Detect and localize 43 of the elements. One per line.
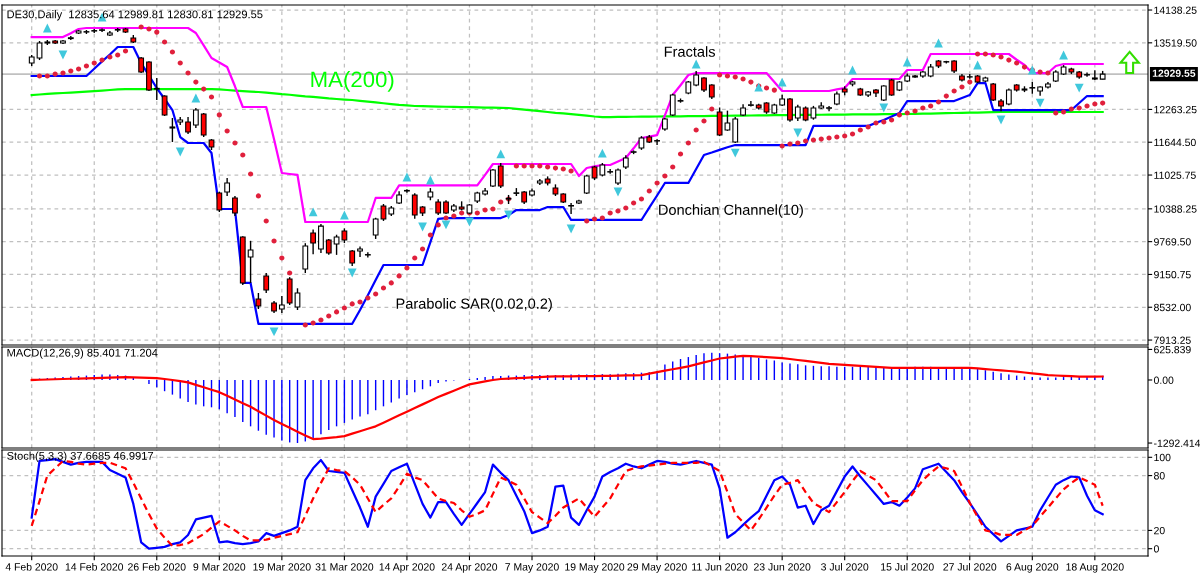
- y-tick-label: 11025.75: [1154, 171, 1196, 179]
- x-tick-label: 31 Mar 2020: [315, 563, 374, 571]
- y-tick-label: 14138.25: [1154, 6, 1197, 14]
- x-tick-label: 14 Feb 2020: [65, 562, 124, 571]
- x-tick-label: 27 Jul 2020: [943, 562, 997, 571]
- x-tick-label: 23 Jun 2020: [754, 563, 811, 571]
- x-tick-label: 19 Mar 2020: [253, 563, 311, 571]
- y-tick-label: 20: [1154, 526, 1165, 535]
- x-tick-label: 15 Jul 2020: [881, 562, 934, 571]
- chart-title: Stoch(5,3,3) 37.6685 46.9917: [7, 451, 154, 462]
- annotation: Donchian Channel(10): [659, 204, 803, 218]
- y-tick-label: 9769.50: [1154, 238, 1191, 246]
- y-tick-label: 0: [1153, 545, 1159, 553]
- x-tick-label: 18 Aug 2020: [1066, 563, 1124, 573]
- x-tick-label: 3 Jul 2020: [821, 562, 869, 571]
- y-tick-label: 8532.00: [1154, 303, 1191, 312]
- y-tick-label: 625.839: [1154, 345, 1191, 354]
- x-tick-label: 14 Apr 2020: [379, 563, 435, 573]
- annotation: Parabolic SAR(0.02,0.2): [396, 298, 552, 312]
- y-tick-label: 9150.75: [1154, 270, 1191, 279]
- chart-title: MACD(12,26,9) 85.401 71.204: [7, 348, 158, 359]
- x-tick-label: 6 Aug 2020: [1006, 563, 1059, 573]
- x-tick-label: 26 Feb 2020: [128, 562, 186, 571]
- series-label: MA(200): [311, 70, 394, 92]
- x-tick-label: 11 Jun 2020: [692, 563, 748, 571]
- ref-line-label: 12929.55: [1152, 69, 1196, 77]
- y-tick-label: 13519.50: [1154, 39, 1197, 47]
- x-tick-label: 7 May 2020: [505, 563, 559, 573]
- x-tick-label: 9 Mar 2020: [193, 563, 246, 571]
- x-tick-label: 19 May 2020: [565, 563, 625, 573]
- y-tick-label: 10388.25: [1154, 205, 1197, 213]
- y-tick-label: 0.00: [1153, 376, 1174, 384]
- x-tick-label: 24 Apr 2020: [441, 563, 498, 573]
- y-tick-label: 7913.25: [1154, 336, 1191, 344]
- x-tick-label: 29 May 2020: [627, 563, 687, 573]
- y-tick-label: 12263.25: [1154, 105, 1197, 114]
- y-tick-label: 11644.50: [1154, 138, 1196, 147]
- y-tick-label: 100: [1154, 453, 1171, 462]
- x-tick-label: 4 Feb 2020: [5, 562, 58, 571]
- y-tick-label: 80: [1154, 472, 1165, 480]
- chart-title: DE30,Daily 12835.64 12989.81 12830.81 12929.55: [7, 10, 263, 21]
- y-tick-label: -1292.414: [1154, 439, 1200, 447]
- annotation: Fractals: [664, 46, 716, 57]
